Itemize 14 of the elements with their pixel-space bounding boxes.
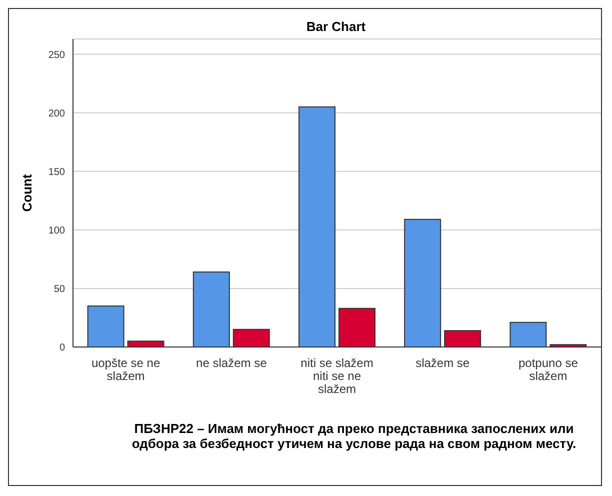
x-axis-title: ПБЗНР22 – Имам могућност да преко представника запослених или одбора за безбедност утичем на услове рада на свом радном месту. bbox=[130, 421, 578, 451]
y-tick-label: 50 bbox=[54, 284, 66, 295]
x-tick-label: potpuno se slažem bbox=[518, 356, 578, 383]
x-tick-label: niti se slažem niti se ne slažem bbox=[300, 356, 374, 396]
x-tick-label: ne slažem se bbox=[196, 356, 268, 370]
chart-title: Bar Chart bbox=[305, 19, 367, 34]
y-tick-label: 100 bbox=[48, 225, 66, 236]
y-tick-label: 250 bbox=[48, 50, 66, 61]
y-tick-label: 200 bbox=[48, 108, 66, 120]
x-tick-label: uopšte se ne slažem bbox=[91, 356, 160, 383]
y-axis-title: Count bbox=[20, 174, 35, 212]
y-tick-label: 150 bbox=[48, 166, 66, 178]
y-tick-label: 0 bbox=[59, 342, 66, 354]
x-tick-label: slažem se bbox=[416, 356, 470, 370]
